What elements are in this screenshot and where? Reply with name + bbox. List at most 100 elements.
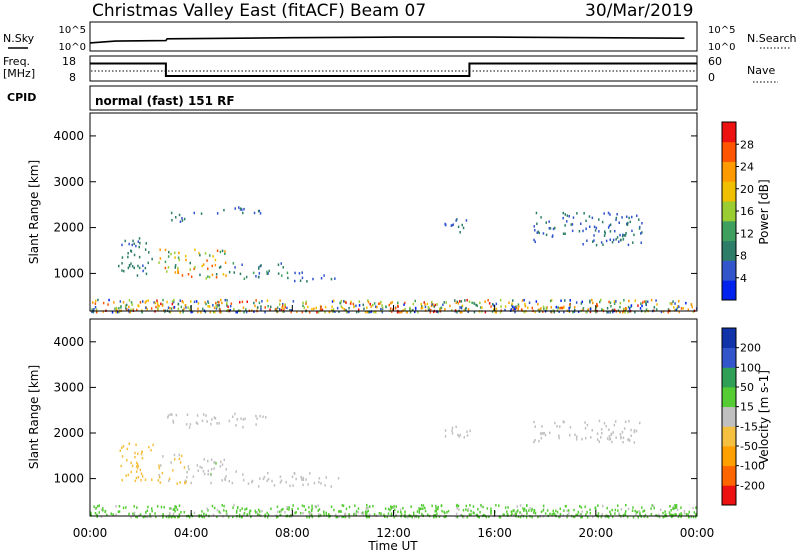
velocity-ylabel: Slant Range [km] bbox=[27, 365, 41, 469]
velocity-cell bbox=[157, 479, 160, 482]
velocity-cell bbox=[300, 475, 302, 479]
power-cell bbox=[589, 310, 592, 314]
power-cell bbox=[493, 307, 495, 311]
power-cell bbox=[521, 299, 524, 302]
velocity-cell bbox=[171, 413, 173, 416]
power-cell bbox=[214, 263, 217, 267]
velocity-cell bbox=[672, 505, 675, 509]
power-cell bbox=[124, 239, 126, 243]
velocity-cell bbox=[96, 515, 98, 518]
velocity-cell bbox=[172, 469, 174, 472]
velocity-cell bbox=[201, 515, 203, 519]
velocity-cell bbox=[154, 512, 156, 515]
velocity-cell bbox=[462, 509, 465, 512]
power-cell bbox=[585, 219, 587, 223]
power-cell bbox=[258, 301, 261, 305]
power-cell bbox=[370, 305, 372, 308]
velocity-cell bbox=[466, 434, 469, 437]
power-cell bbox=[219, 310, 221, 314]
velocity-cell bbox=[258, 508, 260, 512]
power-cell bbox=[638, 218, 640, 221]
power-cell bbox=[465, 306, 467, 310]
velocity-cell bbox=[288, 506, 290, 509]
velocity-cell bbox=[297, 507, 299, 510]
velocity-cell bbox=[406, 516, 409, 519]
power-cell bbox=[299, 279, 302, 282]
power-cell bbox=[388, 303, 390, 307]
power-cell bbox=[542, 232, 545, 235]
velocity-cell bbox=[692, 506, 694, 510]
velocity-cell bbox=[196, 422, 199, 425]
power-cell bbox=[412, 308, 414, 312]
velocity-cell bbox=[555, 509, 557, 513]
velocity-cell bbox=[128, 512, 130, 516]
velocity-cell bbox=[348, 516, 351, 519]
velocity-cell bbox=[581, 515, 583, 519]
power-cell bbox=[606, 311, 608, 314]
power-cell bbox=[540, 307, 542, 310]
power-cell bbox=[517, 303, 520, 306]
power-cell bbox=[593, 225, 596, 229]
power-cell bbox=[591, 216, 594, 220]
velocity-cell bbox=[576, 513, 579, 516]
velocity-cell bbox=[295, 477, 297, 481]
velocity-cell bbox=[294, 511, 296, 515]
power-cell bbox=[204, 310, 207, 314]
power-cell bbox=[343, 300, 345, 303]
velocity-cell bbox=[311, 504, 313, 507]
velocity-cell bbox=[183, 466, 186, 469]
power-cell bbox=[583, 212, 585, 215]
velocity-cell bbox=[193, 511, 196, 515]
freq-unit-label: [MHz] bbox=[3, 67, 35, 80]
velocity-cell bbox=[339, 510, 341, 513]
power-cell bbox=[378, 302, 380, 305]
velocity-colorbar-label: Velocity [m s-1] bbox=[757, 370, 771, 464]
velocity-cell bbox=[279, 475, 282, 478]
velocity-cell bbox=[219, 511, 222, 515]
velocity-cell bbox=[635, 511, 638, 514]
power-cell bbox=[552, 227, 555, 231]
velocity-cell bbox=[510, 514, 512, 517]
power-cell bbox=[593, 234, 595, 237]
velocity-cell bbox=[591, 429, 593, 432]
velocity-cell bbox=[196, 464, 199, 467]
velocity-cell bbox=[451, 432, 454, 435]
velocity-cell bbox=[573, 515, 576, 519]
velocity-cell bbox=[581, 437, 583, 441]
power-cell bbox=[548, 220, 550, 223]
power-cell bbox=[645, 300, 647, 303]
power-cell bbox=[125, 303, 128, 307]
power-cell bbox=[135, 244, 137, 248]
velocity-cell bbox=[335, 515, 337, 519]
power-cell bbox=[358, 304, 361, 307]
power-cell bbox=[207, 275, 209, 278]
velocity-cell bbox=[167, 516, 170, 519]
power-cell bbox=[115, 311, 117, 314]
power-cell bbox=[571, 223, 574, 226]
power-cell bbox=[535, 300, 538, 303]
power-cell bbox=[554, 226, 556, 230]
velocity-cell bbox=[134, 451, 136, 455]
velocity-cell bbox=[411, 515, 413, 519]
velocity-cell bbox=[328, 513, 330, 516]
power-cell bbox=[643, 300, 646, 303]
power-cell bbox=[137, 264, 139, 268]
velocity-cell bbox=[465, 508, 467, 511]
velocity-cell bbox=[237, 506, 239, 509]
power-cell bbox=[641, 301, 644, 304]
velocity-cell bbox=[418, 516, 420, 519]
power-cell bbox=[627, 310, 629, 314]
velocity-cell bbox=[172, 419, 174, 423]
velocity-cell bbox=[151, 478, 153, 481]
power-cell bbox=[191, 310, 194, 314]
velocity-cell bbox=[247, 482, 250, 485]
power-cell bbox=[390, 302, 392, 305]
power-cell bbox=[266, 270, 268, 274]
velocity-cell bbox=[517, 509, 519, 512]
velocity-cell bbox=[264, 513, 266, 517]
power-cell bbox=[622, 233, 624, 237]
velocity-cell bbox=[228, 480, 231, 483]
velocity-cell bbox=[160, 464, 162, 467]
velocity-cell bbox=[203, 512, 205, 516]
velocity-cell bbox=[167, 414, 170, 417]
